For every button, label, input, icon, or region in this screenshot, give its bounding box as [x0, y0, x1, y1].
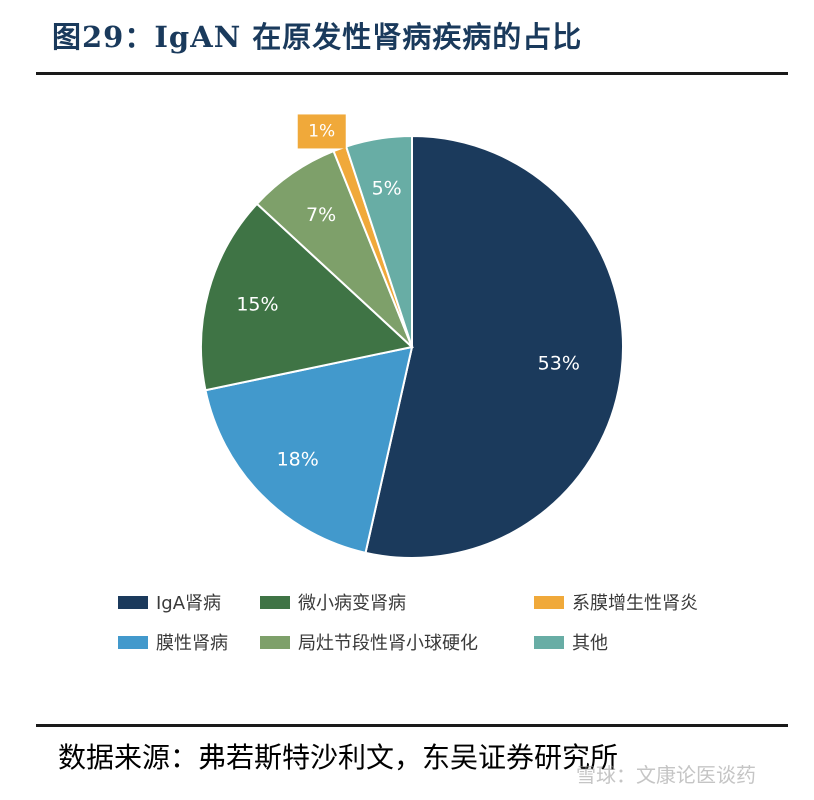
data-label-fsgs: 7% [306, 204, 336, 226]
data-label-other: 5% [372, 178, 402, 200]
legend-label-minimal-change: 微小病变肾病 [298, 593, 406, 614]
legend-label-other: 其他 [572, 633, 608, 654]
legend-item-membranous: 膜性肾病 [118, 628, 228, 656]
legend-swatch-fsgs [260, 635, 290, 649]
legend-item-iga: IgA肾病 [118, 588, 221, 616]
legend-label-fsgs: 局灶节段性肾小球硬化 [298, 633, 478, 654]
pie-slice-other [344, 134, 413, 348]
watermark: 雪球：文康论医谈药 [576, 763, 756, 787]
legend-item-other: 其他 [534, 628, 608, 656]
source-note: 数据来源：弗若斯特沙利文，东吴证券研究所 [58, 741, 619, 774]
data-label-minimal-change: 15% [236, 293, 278, 315]
legend-swatch-other [534, 635, 564, 649]
data-label-membranous: 18% [277, 448, 319, 470]
legend-label-mesangial: 系膜增生性肾炎 [572, 593, 698, 614]
data-label-iga: 53% [538, 352, 580, 374]
legend-label-membranous: 膜性肾病 [156, 633, 228, 654]
data-label-mesangial: 1% [308, 121, 335, 141]
pie-slice-iga [364, 134, 624, 559]
legend-item-mesangial: 系膜增生性肾炎 [534, 588, 698, 616]
legend-item-minimal-change: 微小病变肾病 [260, 588, 406, 616]
legend-swatch-membranous [118, 635, 148, 649]
legend-item-fsgs: 局灶节段性肾小球硬化 [260, 628, 478, 656]
chart-legend: IgA肾病 微小病变肾病 系膜增生性肾炎 膜性肾病 局灶节段性肾小球硬化 其他 [118, 588, 758, 668]
bottom-divider [36, 724, 788, 727]
legend-swatch-iga [118, 595, 148, 609]
pie-slice-minimal-change [200, 202, 415, 392]
legend-label-iga: IgA肾病 [156, 593, 222, 614]
legend-swatch-mesangial [534, 595, 564, 609]
top-divider [36, 72, 788, 75]
pie-slice-membranous [204, 345, 414, 555]
figure-title: 图29：IgAN 在原发性肾病疾病的占比 [52, 20, 583, 54]
legend-swatch-minimal-change [260, 595, 290, 609]
data-label-box-mesangial [297, 114, 346, 149]
